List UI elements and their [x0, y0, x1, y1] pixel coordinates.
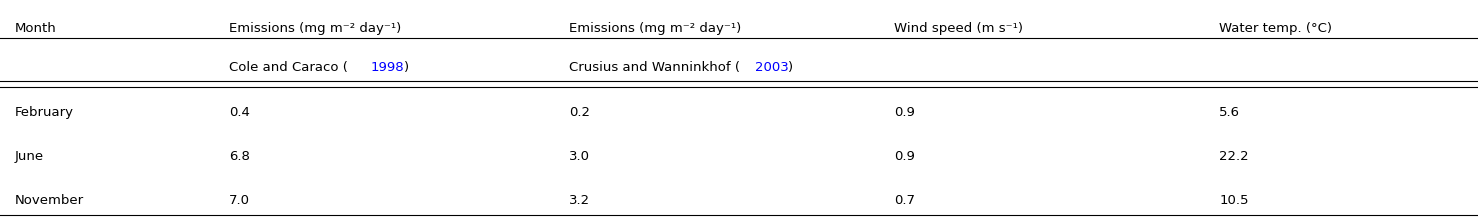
Text: 5.6: 5.6: [1219, 106, 1240, 119]
Text: 0.9: 0.9: [894, 150, 915, 163]
Text: Cole and Caraco (: Cole and Caraco (: [229, 61, 347, 74]
Text: 3.2: 3.2: [569, 194, 590, 208]
Text: ): ): [403, 61, 408, 74]
Text: Water temp. (°C): Water temp. (°C): [1219, 22, 1332, 35]
Text: 0.9: 0.9: [894, 106, 915, 119]
Text: ): ): [788, 61, 792, 74]
Text: 22.2: 22.2: [1219, 150, 1249, 163]
Text: 7.0: 7.0: [229, 194, 250, 208]
Text: 0.7: 0.7: [894, 194, 915, 208]
Text: Crusius and Wanninkhof (: Crusius and Wanninkhof (: [569, 61, 740, 74]
Text: 1998: 1998: [371, 61, 405, 74]
Text: Wind speed (m s⁻¹): Wind speed (m s⁻¹): [894, 22, 1023, 35]
Text: 0.4: 0.4: [229, 106, 250, 119]
Text: 0.2: 0.2: [569, 106, 590, 119]
Text: February: February: [15, 106, 74, 119]
Text: 2003: 2003: [755, 61, 789, 74]
Text: 10.5: 10.5: [1219, 194, 1249, 208]
Text: Emissions (mg m⁻² day⁻¹): Emissions (mg m⁻² day⁻¹): [229, 22, 402, 35]
Text: November: November: [15, 194, 84, 208]
Text: 3.0: 3.0: [569, 150, 590, 163]
Text: 6.8: 6.8: [229, 150, 250, 163]
Text: Month: Month: [15, 22, 56, 35]
Text: June: June: [15, 150, 44, 163]
Text: Emissions (mg m⁻² day⁻¹): Emissions (mg m⁻² day⁻¹): [569, 22, 742, 35]
